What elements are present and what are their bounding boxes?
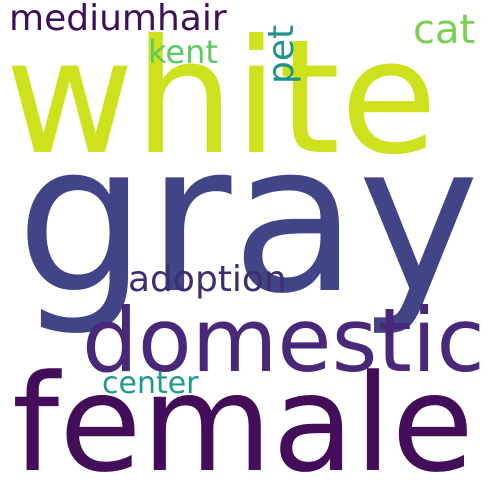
word-female: female [12,346,474,500]
word-adoption: adoption [128,259,287,300]
word-gray: gray [16,99,480,339]
word-mediumhair: mediumhair [9,0,227,39]
word-cat: cat [413,7,476,53]
word-white: white [5,6,438,190]
word-center: center [102,366,199,401]
word-kent: kent [148,33,218,71]
word-pet: pet [261,24,302,84]
word-domestic: domestic [82,289,485,392]
